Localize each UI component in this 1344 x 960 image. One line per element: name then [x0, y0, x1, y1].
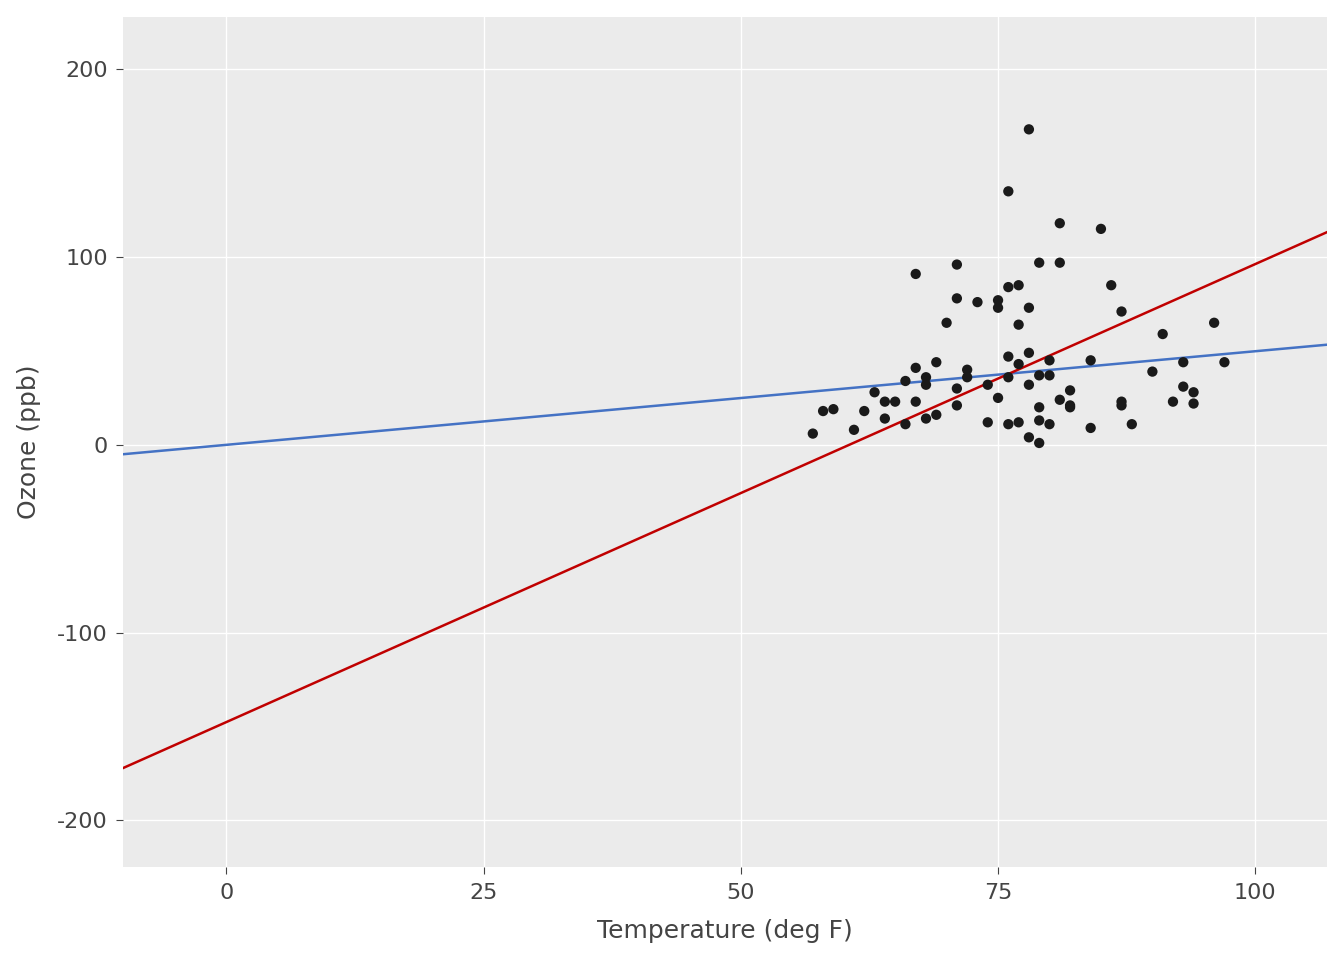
Point	[1028, 413, 1050, 428]
Point	[1172, 379, 1193, 395]
Point	[1110, 397, 1132, 413]
Point	[874, 394, 895, 409]
Point	[1110, 394, 1132, 409]
Point	[926, 354, 948, 370]
Point	[1019, 300, 1040, 316]
Point	[1121, 417, 1142, 432]
Point	[1101, 277, 1122, 293]
Point	[1059, 397, 1081, 413]
Point	[1203, 315, 1224, 330]
Point	[1028, 368, 1050, 383]
Point	[1008, 277, 1030, 293]
Point	[988, 390, 1009, 405]
Point	[1050, 392, 1071, 407]
Point	[905, 266, 926, 281]
Point	[1172, 354, 1193, 370]
Point	[1183, 396, 1204, 411]
Point	[926, 407, 948, 422]
Point	[812, 403, 833, 419]
Point	[823, 401, 844, 417]
Point	[1019, 122, 1040, 137]
Point	[1079, 420, 1101, 436]
Point	[895, 373, 917, 389]
Point	[1079, 352, 1101, 368]
Point	[946, 397, 968, 413]
Point	[905, 394, 926, 409]
Point	[1183, 385, 1204, 400]
Point	[935, 315, 957, 330]
Point	[997, 183, 1019, 199]
Point	[1039, 417, 1060, 432]
Point	[1039, 368, 1060, 383]
Point	[1008, 356, 1030, 372]
Point	[997, 370, 1019, 385]
Point	[1050, 216, 1071, 231]
Point	[997, 279, 1019, 295]
Point	[977, 377, 999, 393]
Y-axis label: Ozone (ppb): Ozone (ppb)	[16, 365, 40, 519]
Point	[1008, 317, 1030, 332]
Point	[1028, 435, 1050, 450]
Point	[1028, 255, 1050, 271]
Point	[1059, 399, 1081, 415]
Point	[966, 295, 988, 310]
Point	[915, 411, 937, 426]
Point	[946, 381, 968, 396]
Point	[1090, 221, 1111, 236]
Point	[946, 257, 968, 273]
Point	[1141, 364, 1163, 379]
Point	[895, 417, 917, 432]
Point	[843, 422, 864, 438]
Point	[997, 417, 1019, 432]
Point	[957, 362, 978, 377]
Point	[915, 370, 937, 385]
Point	[1019, 430, 1040, 445]
X-axis label: Temperature (deg F): Temperature (deg F)	[598, 920, 853, 944]
Point	[884, 394, 906, 409]
Point	[977, 415, 999, 430]
Point	[1152, 326, 1173, 342]
Point	[1050, 255, 1071, 271]
Point	[1039, 352, 1060, 368]
Point	[1028, 399, 1050, 415]
Point	[905, 360, 926, 375]
Point	[1214, 354, 1235, 370]
Point	[1019, 377, 1040, 393]
Point	[1059, 383, 1081, 398]
Point	[1110, 303, 1132, 319]
Point	[1019, 346, 1040, 361]
Point	[1008, 415, 1030, 430]
Point	[988, 293, 1009, 308]
Point	[946, 291, 968, 306]
Point	[802, 426, 824, 442]
Point	[988, 300, 1009, 316]
Point	[915, 377, 937, 393]
Point	[864, 385, 886, 400]
Point	[1163, 394, 1184, 409]
Point	[853, 403, 875, 419]
Point	[957, 370, 978, 385]
Point	[997, 348, 1019, 364]
Point	[874, 411, 895, 426]
